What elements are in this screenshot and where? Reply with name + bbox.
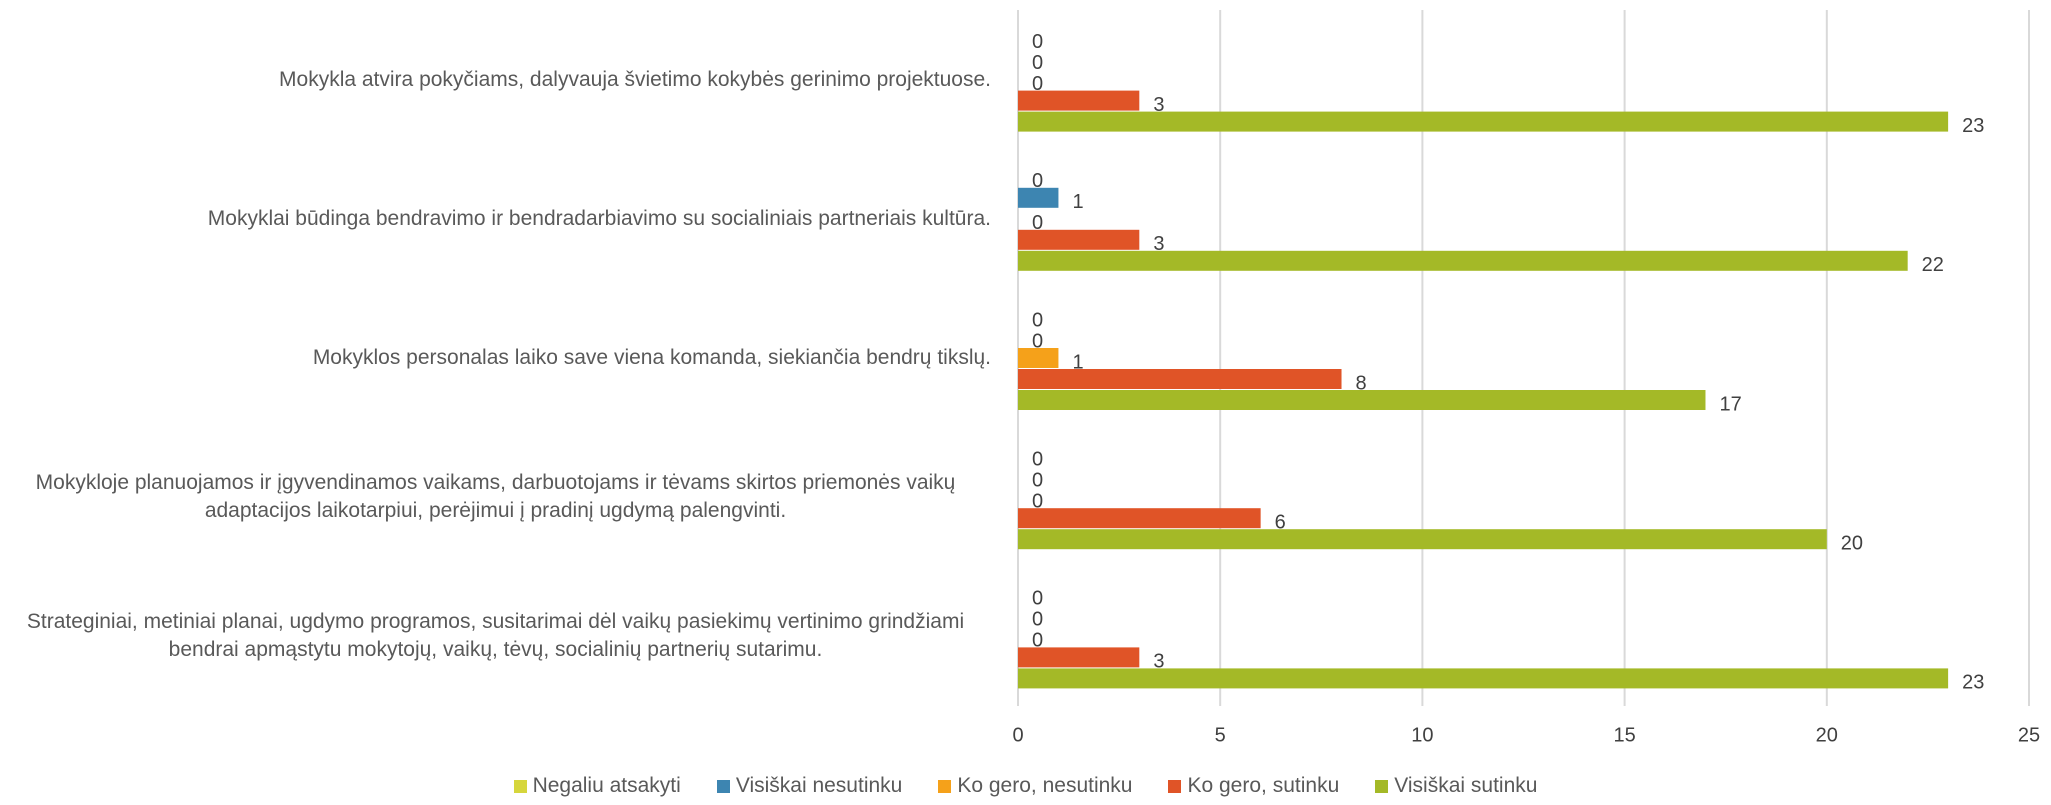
value-label: 0 xyxy=(1032,448,1043,470)
value-label: 0 xyxy=(1032,31,1043,53)
category-label: Mokykloje planuojamos ir įgyvendinamos v… xyxy=(35,471,956,523)
legend: Negaliu atsakyti Visiškai nesutinku Ko ger… xyxy=(0,774,2051,798)
value-label: 3 xyxy=(1153,651,1164,673)
bar xyxy=(1018,369,1342,389)
value-label: 8 xyxy=(1356,372,1367,394)
legend-label: Visiškai sutinku xyxy=(1394,774,1538,797)
value-label: 0 xyxy=(1032,212,1043,234)
legend-item: Visiškai nesutinku xyxy=(716,774,903,798)
legend-label: Visiškai nesutinku xyxy=(735,774,903,797)
bar xyxy=(1018,250,1908,271)
legend-item: Visiškai sutinku xyxy=(1375,774,1537,798)
value-label: 0 xyxy=(1032,73,1043,95)
legend-item: Ko gero, nesutinku xyxy=(938,774,1132,798)
x-tick-label: 15 xyxy=(1613,724,1635,746)
legend-item: Ko gero, sutinku xyxy=(1168,774,1339,798)
x-tick-label: 5 xyxy=(1215,724,1226,746)
value-label: 3 xyxy=(1153,94,1164,116)
bar xyxy=(1018,229,1140,250)
value-label: 23 xyxy=(1962,115,1984,137)
value-label: 1 xyxy=(1072,351,1083,373)
value-label: 0 xyxy=(1032,609,1043,631)
bar xyxy=(1018,647,1140,668)
category-label: Mokyklai būdinga bendravimo ir bendradar… xyxy=(207,206,991,230)
legend-swatch xyxy=(938,779,952,793)
bar xyxy=(1018,90,1140,111)
legend-swatch xyxy=(513,779,527,793)
value-label: 23 xyxy=(1962,672,1984,694)
category-label: Strateginiai, metiniai planai, ugdymo pr… xyxy=(26,610,965,662)
value-label: 0 xyxy=(1032,588,1043,610)
value-label: 0 xyxy=(1032,630,1043,652)
legend-swatch xyxy=(1375,779,1389,793)
category-label: Mokykla atvira pokyčiams, dalyvauja švie… xyxy=(279,67,991,91)
legend-label: Negaliu atsakyti xyxy=(532,774,681,797)
category-label: Mokyklos personalas laiko save viena kom… xyxy=(312,346,991,369)
value-label: 22 xyxy=(1922,254,1944,276)
x-tick-label: 20 xyxy=(1816,724,1838,746)
legend-swatch xyxy=(1168,779,1182,793)
value-label: 0 xyxy=(1032,330,1043,352)
bar xyxy=(1018,348,1059,368)
value-label: 0 xyxy=(1032,490,1043,512)
value-label: 0 xyxy=(1032,309,1043,331)
x-tick-label: 10 xyxy=(1411,724,1433,746)
bar xyxy=(1018,390,1706,410)
legend-label: Ko gero, sutinku xyxy=(1187,774,1340,797)
value-label: 1 xyxy=(1072,191,1083,213)
bar xyxy=(1018,111,1949,132)
legend-swatch xyxy=(716,779,730,793)
value-label: 6 xyxy=(1275,511,1286,533)
legend-item: Negaliu atsakyti xyxy=(513,774,681,798)
bar xyxy=(1018,508,1261,529)
bar xyxy=(1018,529,1827,550)
value-label: 20 xyxy=(1841,532,1863,554)
value-label: 0 xyxy=(1032,469,1043,491)
x-tick-label: 25 xyxy=(2018,724,2040,746)
value-label: 0 xyxy=(1032,52,1043,74)
value-label: 3 xyxy=(1153,233,1164,255)
legend-label: Ko gero, nesutinku xyxy=(957,774,1133,797)
bar xyxy=(1018,187,1059,208)
bar xyxy=(1018,668,1949,689)
x-tick-label: 0 xyxy=(1012,724,1023,746)
value-label: 17 xyxy=(1719,393,1741,415)
value-label: 0 xyxy=(1032,170,1043,192)
